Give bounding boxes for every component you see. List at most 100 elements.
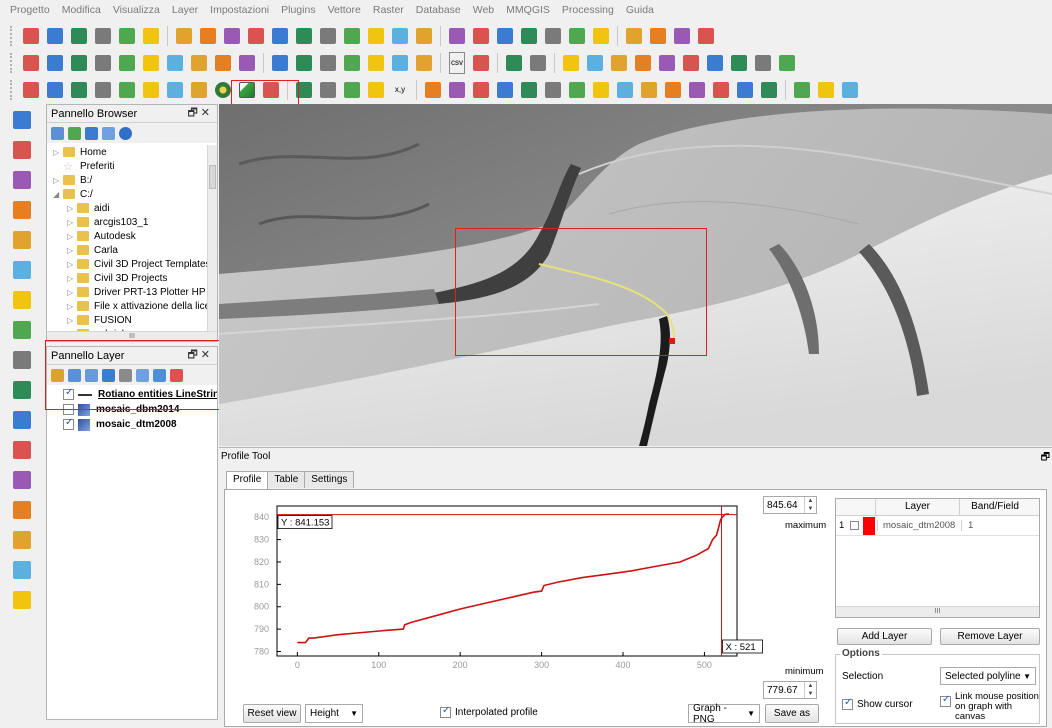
save-as-button[interactable] [93, 26, 113, 46]
plugin-8-button[interactable] [423, 80, 443, 100]
browser-vertical-scrollbar[interactable] [207, 145, 217, 331]
browser-item[interactable]: ☆ Preferiti [49, 159, 207, 173]
label-4-button[interactable] [342, 53, 362, 73]
toolbar-grip[interactable] [10, 53, 13, 73]
plugin-23-button[interactable] [792, 80, 812, 100]
polygon-button[interactable] [261, 80, 281, 100]
layer-item[interactable]: Rotiano entities LineString [63, 387, 217, 402]
label-7-button[interactable] [414, 53, 434, 73]
save-edits-button[interactable] [69, 53, 89, 73]
link-mouse-checkbox[interactable] [940, 694, 951, 707]
table-row[interactable]: 1 mosaic_dtm2008 1 [836, 516, 1039, 536]
zoom-native-button[interactable] [270, 26, 290, 46]
gis-button[interactable] [318, 80, 338, 100]
paste-button[interactable] [237, 53, 257, 73]
expander-icon[interactable]: ▷ [67, 301, 74, 311]
plot-area[interactable] [276, 505, 738, 657]
menu-item-vettore[interactable]: Vettore [327, 3, 361, 16]
new-project-button[interactable] [21, 26, 41, 46]
save-project-button[interactable] [69, 26, 89, 46]
xy-button[interactable]: x,y [390, 80, 410, 100]
annotation-button[interactable] [591, 26, 611, 46]
menu-item-visualizza[interactable]: Visualizza [112, 3, 160, 16]
plugin-7-button[interactable] [366, 80, 386, 100]
plugin-17-button[interactable] [639, 80, 659, 100]
add-wcs-button[interactable] [7, 226, 37, 254]
edit-pencil-button[interactable] [21, 53, 41, 73]
add-oracle-button[interactable] [7, 316, 37, 344]
interpolated-profile-option[interactable]: Interpolated profile [440, 705, 538, 718]
layer-item[interactable]: mosaic_dbm2014 [63, 402, 217, 417]
layer-item[interactable]: mosaic_dtm2008 [63, 417, 217, 432]
export-format-select[interactable]: Graph - PNG ▼ [688, 703, 760, 725]
plugin-4-button[interactable] [189, 80, 209, 100]
properties-icon[interactable] [119, 126, 132, 140]
new-shapefile-button[interactable] [7, 376, 37, 404]
digitize-10-button[interactable] [777, 53, 797, 73]
python-button[interactable] [672, 26, 692, 46]
panel-float-icon[interactable]: 🗗 [1040, 452, 1050, 463]
profile-chart-button[interactable] [237, 80, 257, 100]
label-6-button[interactable] [390, 53, 410, 73]
expand-all-icon[interactable] [136, 368, 149, 382]
capture-button[interactable] [504, 53, 524, 73]
add-raster-button[interactable] [7, 136, 37, 164]
add-selected-icon[interactable] [51, 126, 64, 140]
label-2-button[interactable] [294, 53, 314, 73]
plugin-2-button[interactable] [141, 80, 161, 100]
menu-item-impostazioni[interactable]: Impostazioni [210, 3, 270, 16]
toolbar-grip[interactable] [10, 26, 13, 46]
stop-button[interactable] [93, 80, 113, 100]
star-button[interactable] [117, 80, 137, 100]
save-as-button[interactable]: Save as [765, 704, 819, 723]
locator-button[interactable] [528, 53, 548, 73]
digitize-9-button[interactable] [753, 53, 773, 73]
collapse-all-icon[interactable] [153, 368, 166, 382]
zoom-next-button[interactable] [390, 26, 410, 46]
refresh-button[interactable] [414, 26, 434, 46]
plugin-21-button[interactable] [735, 80, 755, 100]
zoom-selection-button[interactable] [342, 26, 362, 46]
browser-item[interactable]: ▷ arcgis103_1 [49, 215, 207, 229]
add-virtual-button[interactable] [7, 436, 37, 464]
plugin-18-button[interactable] [663, 80, 683, 100]
open-table-button[interactable] [519, 26, 539, 46]
menu-item-guida[interactable]: Guida [625, 3, 654, 16]
move-feature-button[interactable] [117, 53, 137, 73]
expander-icon[interactable]: ▷ [67, 203, 74, 213]
digitize-8-button[interactable] [729, 53, 749, 73]
interpolated-profile-checkbox[interactable] [440, 705, 451, 718]
help-button[interactable] [648, 26, 668, 46]
node-tool-button[interactable] [141, 53, 161, 73]
expander-icon[interactable]: ▷ [53, 175, 60, 185]
style-manager-icon[interactable] [51, 368, 64, 382]
browser-item[interactable]: ◢ C:/ [49, 187, 207, 201]
expander-icon[interactable]: ▷ [67, 287, 74, 297]
cut-button[interactable] [189, 53, 209, 73]
label-3-button[interactable] [318, 53, 338, 73]
remove-layer-icon[interactable] [170, 368, 183, 382]
browser-item[interactable]: ▷ FUSION [49, 313, 207, 327]
plugin-24-button[interactable] [816, 80, 836, 100]
open-project-button[interactable] [45, 26, 65, 46]
refresh-icon[interactable] [68, 126, 81, 140]
digitize-5-button[interactable] [657, 53, 677, 73]
label-5-button[interactable] [366, 53, 386, 73]
plugin-16-button[interactable] [615, 80, 635, 100]
expander-icon[interactable]: ▷ [67, 217, 74, 227]
zoom-out-button[interactable] [246, 26, 266, 46]
digitize-2-button[interactable] [585, 53, 605, 73]
digitize-7-button[interactable] [705, 53, 725, 73]
check-button[interactable] [45, 80, 65, 100]
add-wms-button[interactable] [7, 196, 37, 224]
add-layer-button[interactable]: Add Layer [837, 628, 932, 645]
plugin-10-button[interactable] [471, 80, 491, 100]
plugin-19-button[interactable] [687, 80, 707, 100]
collapse-all-icon[interactable] [102, 126, 115, 140]
show-cursor-option[interactable]: Show cursor [842, 697, 913, 710]
zoom-in-button[interactable] [222, 26, 242, 46]
spin-arrows-icon[interactable]: ▲ ▼ [804, 682, 816, 698]
add-feature-button[interactable] [93, 53, 113, 73]
add-delimited-button[interactable] [7, 406, 37, 434]
browser-item[interactable]: ▷ aidi [49, 201, 207, 215]
